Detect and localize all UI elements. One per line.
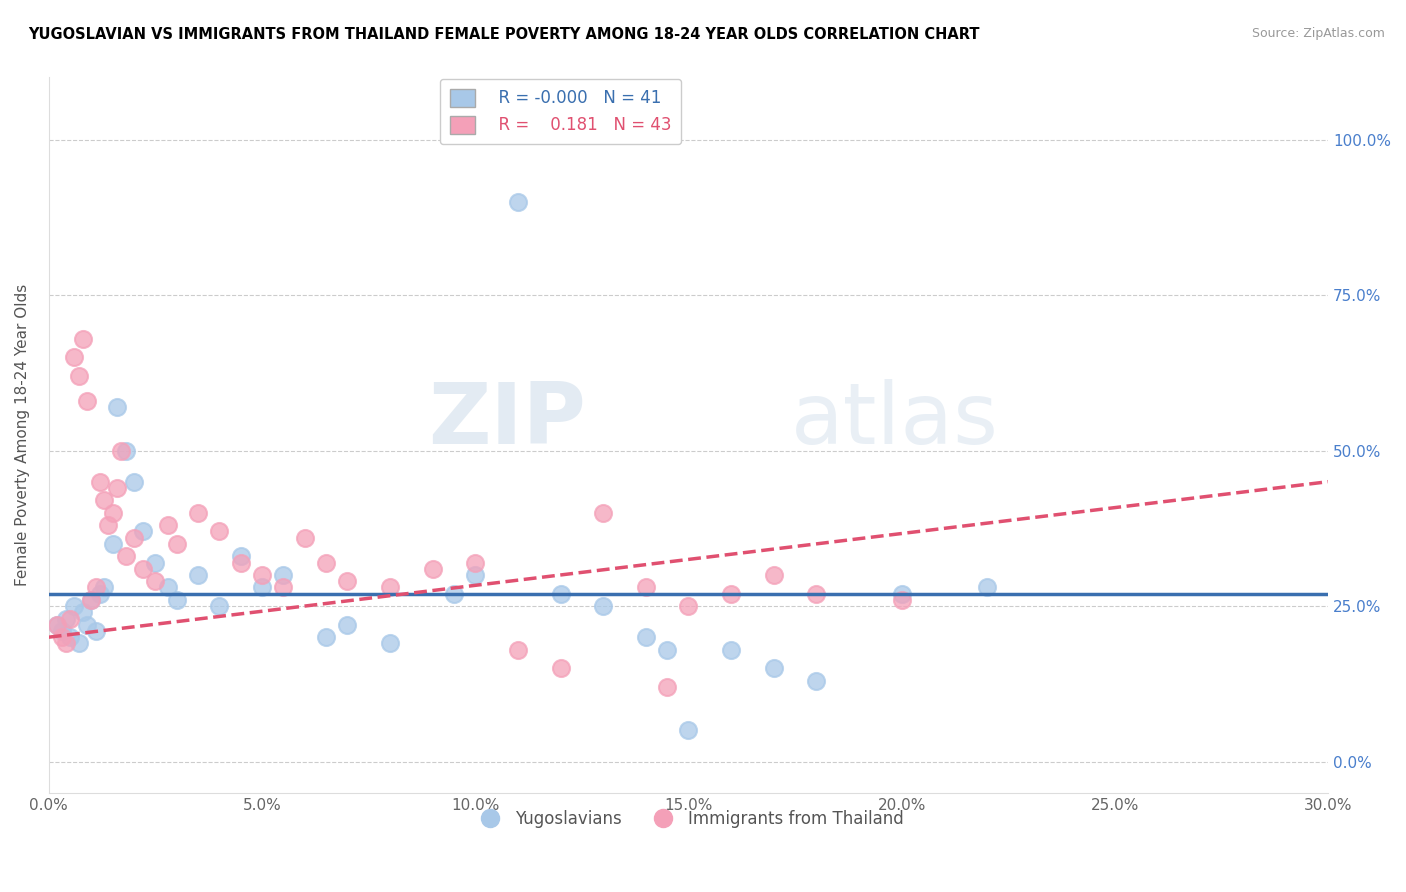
Point	[101, 537, 124, 551]
Point	[550, 661, 572, 675]
Point	[131, 524, 153, 539]
Point	[678, 599, 700, 613]
Point	[76, 393, 98, 408]
Point	[378, 581, 401, 595]
Legend: Yugoslavians, Immigrants from Thailand: Yugoslavians, Immigrants from Thailand	[467, 803, 911, 834]
Point	[145, 574, 167, 589]
Point	[634, 581, 657, 595]
Point	[122, 475, 145, 489]
Point	[122, 531, 145, 545]
Point	[166, 537, 188, 551]
Point	[51, 624, 73, 638]
Point	[157, 581, 180, 595]
Point	[46, 617, 69, 632]
Point	[89, 475, 111, 489]
Point	[89, 587, 111, 601]
Point	[378, 636, 401, 650]
Text: ZIP: ZIP	[429, 379, 586, 462]
Point	[131, 562, 153, 576]
Point	[63, 351, 86, 365]
Point	[592, 599, 614, 613]
Point	[806, 587, 828, 601]
Point	[51, 630, 73, 644]
Point	[506, 194, 529, 209]
Point	[464, 556, 486, 570]
Point	[67, 636, 90, 650]
Point	[762, 568, 785, 582]
Point	[976, 581, 998, 595]
Point	[105, 400, 128, 414]
Point	[250, 581, 273, 595]
Point	[93, 493, 115, 508]
Point	[55, 611, 77, 625]
Point	[229, 556, 252, 570]
Point	[80, 592, 103, 607]
Point	[114, 549, 136, 564]
Point	[336, 617, 359, 632]
Point	[315, 630, 337, 644]
Point	[76, 617, 98, 632]
Point	[97, 518, 120, 533]
Point	[315, 556, 337, 570]
Point	[84, 624, 107, 638]
Point	[336, 574, 359, 589]
Point	[157, 518, 180, 533]
Point	[592, 506, 614, 520]
Point	[634, 630, 657, 644]
Point	[464, 568, 486, 582]
Text: YUGOSLAVIAN VS IMMIGRANTS FROM THAILAND FEMALE POVERTY AMONG 18-24 YEAR OLDS COR: YUGOSLAVIAN VS IMMIGRANTS FROM THAILAND …	[28, 27, 980, 42]
Point	[80, 592, 103, 607]
Point	[166, 592, 188, 607]
Point	[187, 568, 209, 582]
Point	[271, 568, 294, 582]
Point	[84, 581, 107, 595]
Point	[250, 568, 273, 582]
Text: atlas: atlas	[790, 379, 998, 462]
Point	[63, 599, 86, 613]
Point	[762, 661, 785, 675]
Point	[72, 332, 94, 346]
Y-axis label: Female Poverty Among 18-24 Year Olds: Female Poverty Among 18-24 Year Olds	[15, 284, 30, 586]
Point	[208, 524, 231, 539]
Point	[67, 368, 90, 383]
Point	[720, 587, 742, 601]
Point	[59, 611, 82, 625]
Point	[890, 587, 912, 601]
Point	[655, 642, 678, 657]
Point	[422, 562, 444, 576]
Point	[55, 636, 77, 650]
Point	[229, 549, 252, 564]
Point	[655, 680, 678, 694]
Point	[208, 599, 231, 613]
Point	[145, 556, 167, 570]
Point	[101, 506, 124, 520]
Point	[271, 581, 294, 595]
Point	[678, 723, 700, 738]
Point	[550, 587, 572, 601]
Point	[93, 581, 115, 595]
Point	[59, 630, 82, 644]
Point	[806, 673, 828, 688]
Text: Source: ZipAtlas.com: Source: ZipAtlas.com	[1251, 27, 1385, 40]
Point	[72, 605, 94, 619]
Point	[46, 617, 69, 632]
Point	[506, 642, 529, 657]
Point	[720, 642, 742, 657]
Point	[114, 443, 136, 458]
Point	[187, 506, 209, 520]
Point	[105, 481, 128, 495]
Point	[890, 592, 912, 607]
Point	[110, 443, 132, 458]
Point	[443, 587, 465, 601]
Point	[294, 531, 316, 545]
